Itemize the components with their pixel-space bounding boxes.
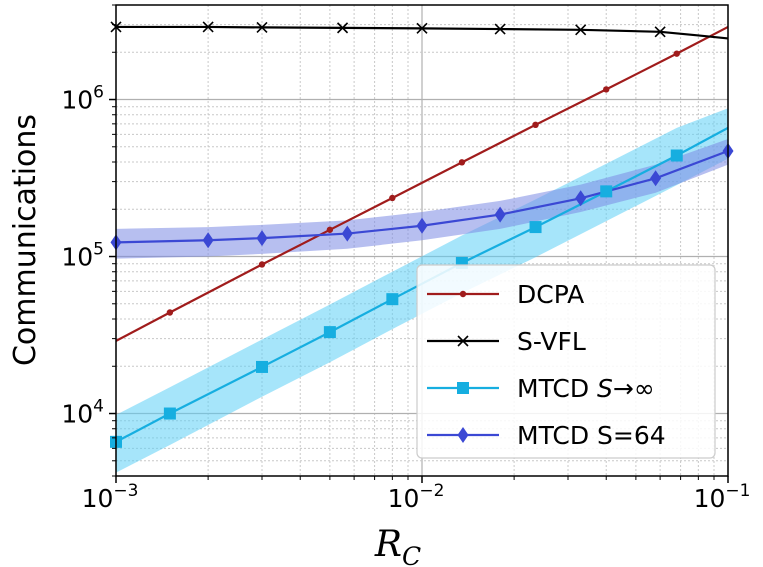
legend-marker [457, 427, 469, 443]
data-point [494, 23, 506, 35]
y-tick-label: 104 [61, 397, 104, 429]
x-marker-stroke [256, 21, 268, 33]
x-axis-label-main: R [374, 524, 402, 565]
x-marker-stroke [494, 23, 506, 35]
data-point [529, 221, 542, 234]
data-point [670, 149, 683, 162]
data-point [256, 230, 268, 247]
x-tick-base: 10 [82, 484, 114, 513]
x-tick-base: 10 [694, 484, 726, 513]
x-tick-exponent: −2 [419, 481, 444, 501]
x-marker-stroke [336, 22, 349, 34]
y-tick-exponent: 4 [93, 397, 104, 417]
x-marker-stroke [202, 21, 214, 33]
x-marker-stroke [416, 22, 428, 34]
data-point [389, 194, 396, 202]
x-axis-label: RC [374, 524, 421, 567]
band-3 [116, 139, 728, 259]
x-tick-exponent: −1 [725, 481, 750, 501]
legend-entry: MTCD S=64 [427, 421, 666, 450]
data-point [416, 217, 428, 234]
legend-marker [459, 290, 467, 298]
legend-label: DCPA [517, 280, 584, 309]
y-axis-label: Communications [8, 114, 43, 366]
data-point [202, 232, 214, 249]
data-point [323, 326, 336, 339]
x-tick-base: 10 [388, 484, 420, 513]
data-point [600, 185, 613, 198]
x-tick-exponent: −3 [113, 481, 138, 501]
series-markers [110, 21, 734, 448]
legend-entry: MTCD S→∞ [427, 374, 655, 403]
data-point [163, 407, 176, 420]
y-tick-label: 105 [61, 240, 104, 272]
legend-label: S-VFL [517, 327, 586, 356]
series-line-1 [116, 25, 728, 40]
legend-label-prefix: MTCD [517, 374, 597, 403]
y-tick-base: 10 [61, 243, 93, 272]
x-tick-label: 10−1 [694, 481, 751, 513]
data-point [532, 121, 539, 129]
data-point [416, 22, 428, 34]
data-point [341, 225, 353, 242]
data-point [256, 21, 268, 33]
x-marker-stroke [457, 335, 469, 347]
data-point [603, 86, 610, 93]
x-marker-stroke [654, 26, 666, 38]
data-point [494, 206, 506, 223]
data-point [575, 24, 587, 36]
y-tick-label: 106 [61, 83, 104, 115]
data-point [255, 360, 268, 373]
data-point [202, 21, 214, 33]
data-point [166, 309, 174, 316]
legend: DCPA S-VFL MTCD S→∞ MTCD S=64 [416, 264, 716, 459]
legend-label: MTCD S→∞ [517, 374, 655, 403]
y-tick-base: 10 [61, 86, 93, 115]
legend-box [416, 264, 716, 459]
legend-entry: DCPA [427, 280, 584, 309]
series-line-0 [116, 25, 728, 342]
data-point [336, 22, 349, 34]
legend-label-suffix: →∞ [613, 374, 655, 403]
legend-marker [457, 382, 469, 394]
x-axis-label-subscript: C [402, 542, 421, 567]
x-marker-stroke [575, 24, 587, 36]
data-point [575, 190, 587, 207]
y-tick-base: 10 [61, 400, 93, 429]
data-point [326, 226, 334, 233]
legend-entry: S-VFL [427, 327, 586, 356]
data-point [386, 293, 399, 306]
x-tick-label: 10−3 [82, 481, 139, 513]
data-point [673, 50, 680, 57]
legend-marker [457, 335, 469, 347]
data-point [654, 26, 666, 38]
y-tick-exponent: 6 [93, 83, 104, 103]
data-point [258, 261, 266, 268]
legend-label-var: S [597, 374, 613, 403]
legend-label: MTCD S=64 [517, 421, 666, 450]
data-point [650, 170, 662, 187]
x-tick-label: 10−2 [388, 481, 445, 513]
data-point [458, 159, 466, 166]
y-tick-exponent: 5 [93, 240, 104, 260]
